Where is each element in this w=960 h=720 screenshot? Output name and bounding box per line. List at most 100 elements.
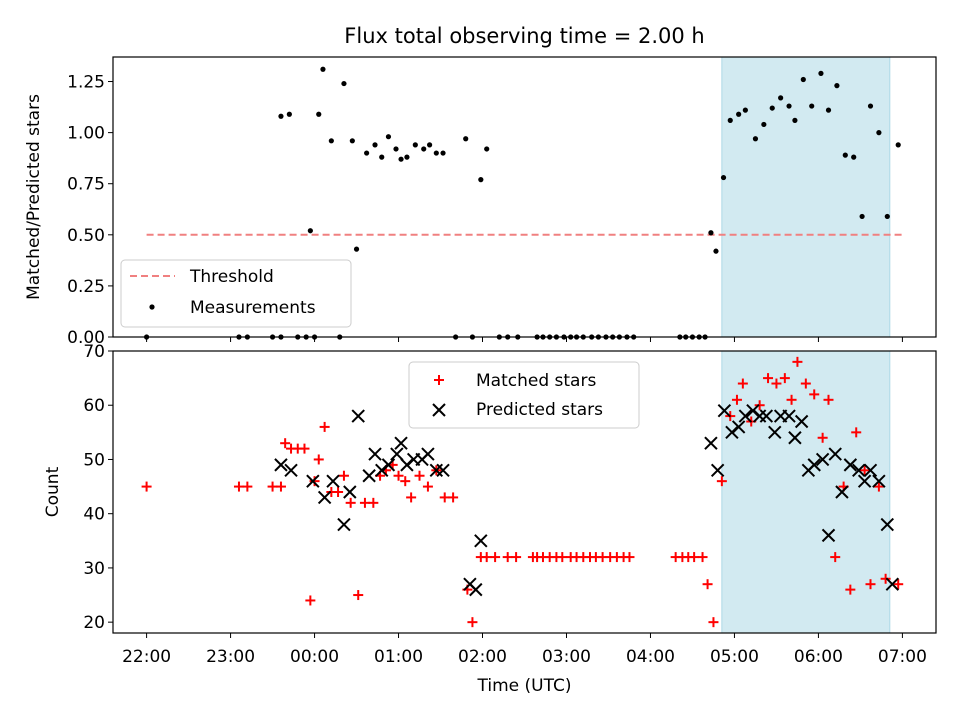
- matched-star-point: [333, 487, 344, 497]
- predicted-star-point: [807, 458, 821, 472]
- matched-star-point: [779, 373, 790, 384]
- matched-star-point: [880, 573, 891, 584]
- measurement-point: [752, 136, 759, 142]
- matched-stars-points: [141, 356, 904, 628]
- matched-star-point: [845, 584, 856, 595]
- bottom-y-tick-label: 70: [83, 342, 105, 362]
- measurement-point: [349, 138, 355, 144]
- matched-star-point: [873, 481, 884, 492]
- matched-star-point: [467, 617, 478, 628]
- bottom-x-tick-label: 03:00: [542, 647, 591, 667]
- matched-star-point: [817, 432, 828, 443]
- top-legend: Threshold Measurements: [120, 259, 352, 328]
- matched-star-point: [830, 552, 841, 563]
- predicted-star-point: [469, 582, 483, 597]
- chart-title: Flux total observing time = 2.00 h: [344, 24, 704, 48]
- top-y-ticks: 0.00 0.25 0.50 0.75 1.00 1.25: [67, 73, 113, 348]
- predicted-star-point: [857, 474, 872, 488]
- predicted-star-point: [337, 517, 351, 532]
- matched-star-point: [697, 552, 708, 563]
- bottom-legend-box: [408, 361, 640, 429]
- matched-star-point: [624, 552, 635, 563]
- top-y-tick-label: 1.00: [67, 124, 105, 144]
- matched-star-point: [865, 579, 876, 590]
- bottom-x-tick-label: 06:00: [794, 647, 843, 667]
- bottom-x-tick-label: 05:00: [710, 647, 759, 667]
- matched-star-point: [792, 356, 803, 367]
- measurement-point: [427, 142, 433, 148]
- matched-star-point: [400, 476, 411, 487]
- matched-legend-label: Matched stars: [476, 371, 596, 391]
- measurement-point: [818, 70, 824, 76]
- predicted-star-point: [717, 403, 732, 418]
- measurement-point: [867, 103, 874, 109]
- bottom-x-tick-label: 07:00: [878, 647, 927, 667]
- bottom-y-tick-label: 40: [83, 505, 105, 525]
- matched-star-point: [280, 438, 291, 449]
- threshold-legend-label: Threshold: [189, 267, 274, 287]
- matched-star-point: [406, 492, 417, 503]
- measurement-point: [307, 228, 313, 234]
- matched-star-point: [731, 394, 742, 405]
- matched-star-point: [345, 497, 356, 508]
- predicted-star-point: [863, 463, 878, 478]
- bottom-panel: 20 30 40 50 60 70 22:00 23:00 00:00 01:00 02:00 03…: [43, 342, 937, 696]
- bottom-y-tick-label: 50: [83, 450, 105, 470]
- top-panel: 0.00 0.25 0.50 0.75 1.00 1.25 Matched/Predict…: [24, 56, 937, 348]
- matched-star-point: [448, 492, 459, 503]
- bottom-y-ticks: 20 30 40 50 60 70: [83, 342, 113, 633]
- predicted-legend-marker: [432, 403, 446, 417]
- matched-star-point: [422, 481, 433, 492]
- measurement-point: [385, 134, 392, 140]
- predicted-star-point: [390, 447, 404, 461]
- measurement-point: [769, 105, 775, 111]
- matched-star-point: [557, 552, 568, 563]
- predicted-star-point: [306, 474, 320, 488]
- predicted-star-point: [274, 458, 288, 472]
- predicted-star-point: [284, 463, 298, 478]
- matched-star-point: [809, 389, 820, 400]
- measurement-point: [320, 66, 326, 72]
- predicted-star-point: [704, 436, 718, 450]
- predicted-star-point: [710, 463, 725, 478]
- measurement-point: [393, 146, 399, 152]
- matched-star-point: [893, 579, 904, 590]
- predicted-star-point: [326, 474, 340, 488]
- matched-star-point: [299, 443, 310, 454]
- bottom-y-tick-label: 30: [83, 559, 105, 579]
- matched-star-point: [702, 579, 713, 590]
- measurement-point: [727, 117, 733, 123]
- matched-star-point: [319, 421, 330, 432]
- matched-star-point: [393, 470, 404, 481]
- matched-star-point: [754, 400, 765, 411]
- matched-star-point: [800, 378, 811, 389]
- measurement-point: [398, 156, 404, 162]
- measurement-point: [859, 213, 865, 220]
- bottom-x-tick-label: 22:00: [122, 647, 171, 667]
- predicted-star-point: [815, 452, 830, 467]
- bottom-x-tick-label: 04:00: [626, 647, 675, 667]
- predicted-star-point: [343, 485, 357, 499]
- measurements-legend-marker: [149, 304, 155, 310]
- matched-star-point: [359, 497, 370, 508]
- matched-star-point: [267, 481, 278, 492]
- bottom-x-tick-label: 02:00: [458, 647, 507, 667]
- bottom-x-ticks: 22:00 23:00 00:00 01:00 02:00 03:00 04:00 05:00…: [122, 633, 927, 667]
- measurement-point: [440, 150, 446, 156]
- top-y-tick-label: 0.50: [67, 226, 105, 246]
- measurement-point: [842, 152, 848, 158]
- x-axis-label: Time (UTC): [477, 676, 572, 696]
- matched-legend-marker: [434, 375, 444, 385]
- predicted-star-point: [835, 485, 849, 499]
- predicted-star-point: [794, 414, 809, 429]
- measurement-point: [884, 213, 890, 220]
- measurement-point: [353, 246, 360, 252]
- measurement-point: [341, 80, 347, 87]
- matched-star-point: [233, 481, 244, 492]
- predicted-star-point: [351, 409, 365, 423]
- measurement-point: [478, 177, 484, 183]
- bottom-y-axis-label: Count: [43, 466, 63, 517]
- predicted-star-point: [317, 490, 332, 505]
- predicted-star-point: [821, 528, 836, 543]
- measurement-point: [328, 138, 334, 144]
